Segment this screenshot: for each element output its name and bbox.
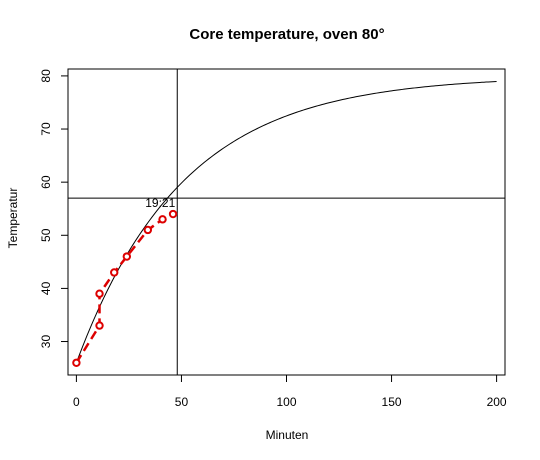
annotations: 19:21 <box>145 196 175 210</box>
observed-point <box>122 252 132 261</box>
observed-point <box>168 209 178 219</box>
observed-point <box>95 289 104 298</box>
x-tick-label: 150 <box>382 395 402 409</box>
y-tick-label: 80 <box>39 69 53 83</box>
y-tick-label: 70 <box>39 122 53 136</box>
x-tick-label: 100 <box>276 395 296 409</box>
observed-point <box>72 358 81 367</box>
y-axis-label: Temperatur <box>6 188 20 249</box>
fitted-curve-line <box>75 80 497 363</box>
series-layer <box>72 80 497 367</box>
intersection-time-label: 19:21 <box>145 196 175 210</box>
y-tick-label: 60 <box>39 175 53 189</box>
x-tick-label: 200 <box>487 395 507 409</box>
y-tick-label: 40 <box>39 281 53 295</box>
observed-point <box>143 225 153 235</box>
chart-title: Core temperature, oven 80° <box>189 26 384 43</box>
reference-lines <box>68 69 505 375</box>
x-tick-label: 50 <box>175 395 189 409</box>
observed-point <box>110 268 119 277</box>
y-tick-label: 30 <box>39 335 53 349</box>
observed-point <box>158 215 167 224</box>
x-tick-label: 0 <box>73 395 80 409</box>
x-axis-label: Minuten <box>266 428 309 442</box>
observed-point <box>95 321 104 330</box>
observed-series-line <box>75 212 174 364</box>
x-axis: 0 50 100 150 200 <box>73 375 507 409</box>
plot-frame <box>67 68 506 376</box>
y-axis: 30 40 50 60 70 80 <box>39 69 68 348</box>
y-tick-label: 50 <box>39 228 53 242</box>
